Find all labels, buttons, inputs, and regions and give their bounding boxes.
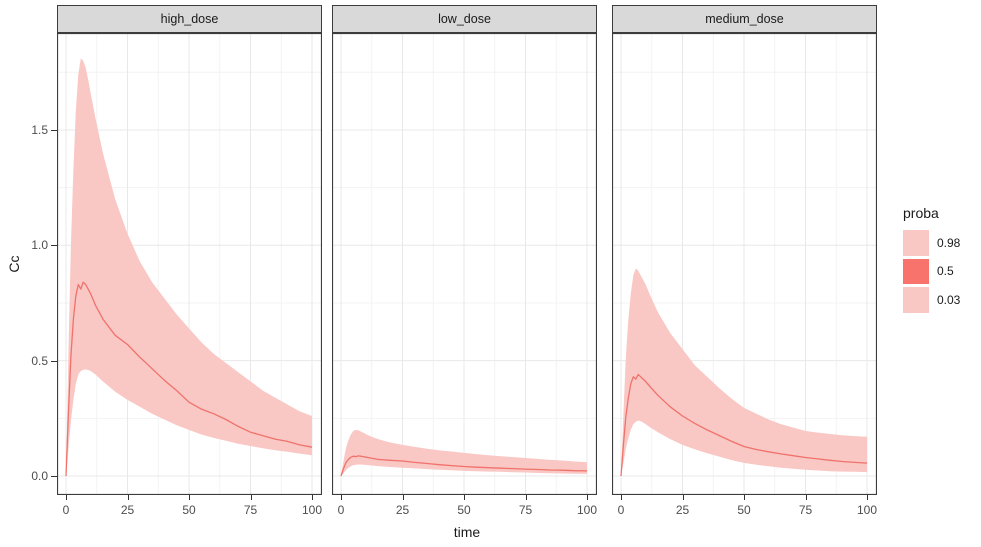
legend-items: 0.98 0.5 0.03	[903, 230, 981, 313]
legend-label: 0.03	[937, 292, 961, 307]
y-tick-mark	[51, 476, 57, 477]
y-tick-label: 0.5	[31, 353, 48, 368]
x-tick-mark	[127, 495, 129, 500]
facet-strip-high_dose: high_dose	[57, 5, 322, 33]
x-tick-mark	[402, 495, 404, 500]
facet-strip-label: high_dose	[160, 12, 219, 26]
y-tick-label: 0.0	[31, 469, 48, 483]
median-line-low_dose	[340, 455, 588, 477]
x-tick-mark	[621, 495, 622, 500]
x-tick-label: 25	[395, 503, 410, 517]
x-tick-label: 75	[518, 503, 533, 517]
y-axis-title: Cc	[6, 255, 22, 273]
panel-border	[57, 33, 322, 495]
x-axis-title: time	[453, 524, 481, 540]
x-tick-mark	[341, 495, 342, 500]
x-tick-label: 50	[457, 503, 471, 517]
ribbon-low_dose	[341, 429, 587, 476]
x-tick-mark	[587, 495, 588, 500]
facet-strip-medium_dose: medium_dose	[612, 5, 877, 33]
x-tick-mark	[312, 495, 313, 500]
x-tick-label: 50	[182, 503, 196, 517]
y-tick-mark	[51, 129, 57, 131]
legend-item-0.98: 0.98	[903, 230, 981, 256]
x-tick-mark	[867, 495, 868, 500]
facet-strip-low_dose: low_dose	[332, 5, 597, 33]
facet-panel-low_dose	[332, 33, 597, 495]
legend-label: 0.5	[937, 264, 954, 279]
facet-strip-label: low_dose	[438, 12, 491, 26]
facet-strip-label: medium_dose	[705, 12, 784, 26]
x-tick-mark	[464, 495, 465, 500]
y-tick-label: 1.0	[31, 238, 48, 253]
x-tick-label: 0	[337, 503, 345, 517]
x-tick-label: 75	[798, 503, 813, 517]
y-tick-mark	[51, 360, 57, 362]
x-tick-label: 100	[301, 503, 323, 517]
x-tick-label: 75	[243, 503, 258, 517]
legend-label: 0.98	[937, 235, 961, 250]
x-tick-mark	[189, 495, 190, 500]
x-tick-label: 50	[737, 503, 751, 517]
x-tick-label: 100	[856, 503, 878, 517]
panel-border	[332, 33, 597, 495]
x-tick-mark	[805, 495, 807, 500]
x-tick-label: 25	[675, 503, 690, 517]
legend-item-0.5: 0.5	[903, 258, 981, 284]
legend-item-0.03: 0.03	[903, 287, 981, 313]
x-tick-label: 100	[576, 503, 598, 517]
x-tick-mark	[744, 495, 745, 500]
x-tick-mark	[66, 495, 67, 500]
legend-title: proba	[903, 205, 939, 221]
ribbon-high_dose	[66, 58, 312, 477]
median-line-high_dose	[65, 281, 313, 477]
median-line-medium_dose	[620, 373, 868, 477]
facet-panel-medium_dose	[612, 33, 877, 495]
panel-border	[612, 33, 877, 495]
x-tick-label: 25	[120, 503, 135, 517]
x-tick-label: 0	[62, 503, 70, 517]
legend-swatch-icon	[903, 230, 929, 256]
y-tick-label: 1.5	[31, 122, 48, 137]
ribbon-medium_dose	[621, 268, 867, 476]
x-tick-mark	[682, 495, 684, 500]
legend-swatch-icon	[903, 287, 929, 313]
x-tick-mark	[525, 495, 527, 500]
facet-panel-high_dose	[57, 33, 322, 495]
legend: proba 0.98 0.5 0.03	[903, 205, 981, 327]
legend-swatch-icon	[903, 258, 929, 284]
x-tick-label: 0	[617, 503, 625, 517]
y-tick-mark	[51, 245, 57, 247]
x-tick-mark	[250, 495, 252, 500]
